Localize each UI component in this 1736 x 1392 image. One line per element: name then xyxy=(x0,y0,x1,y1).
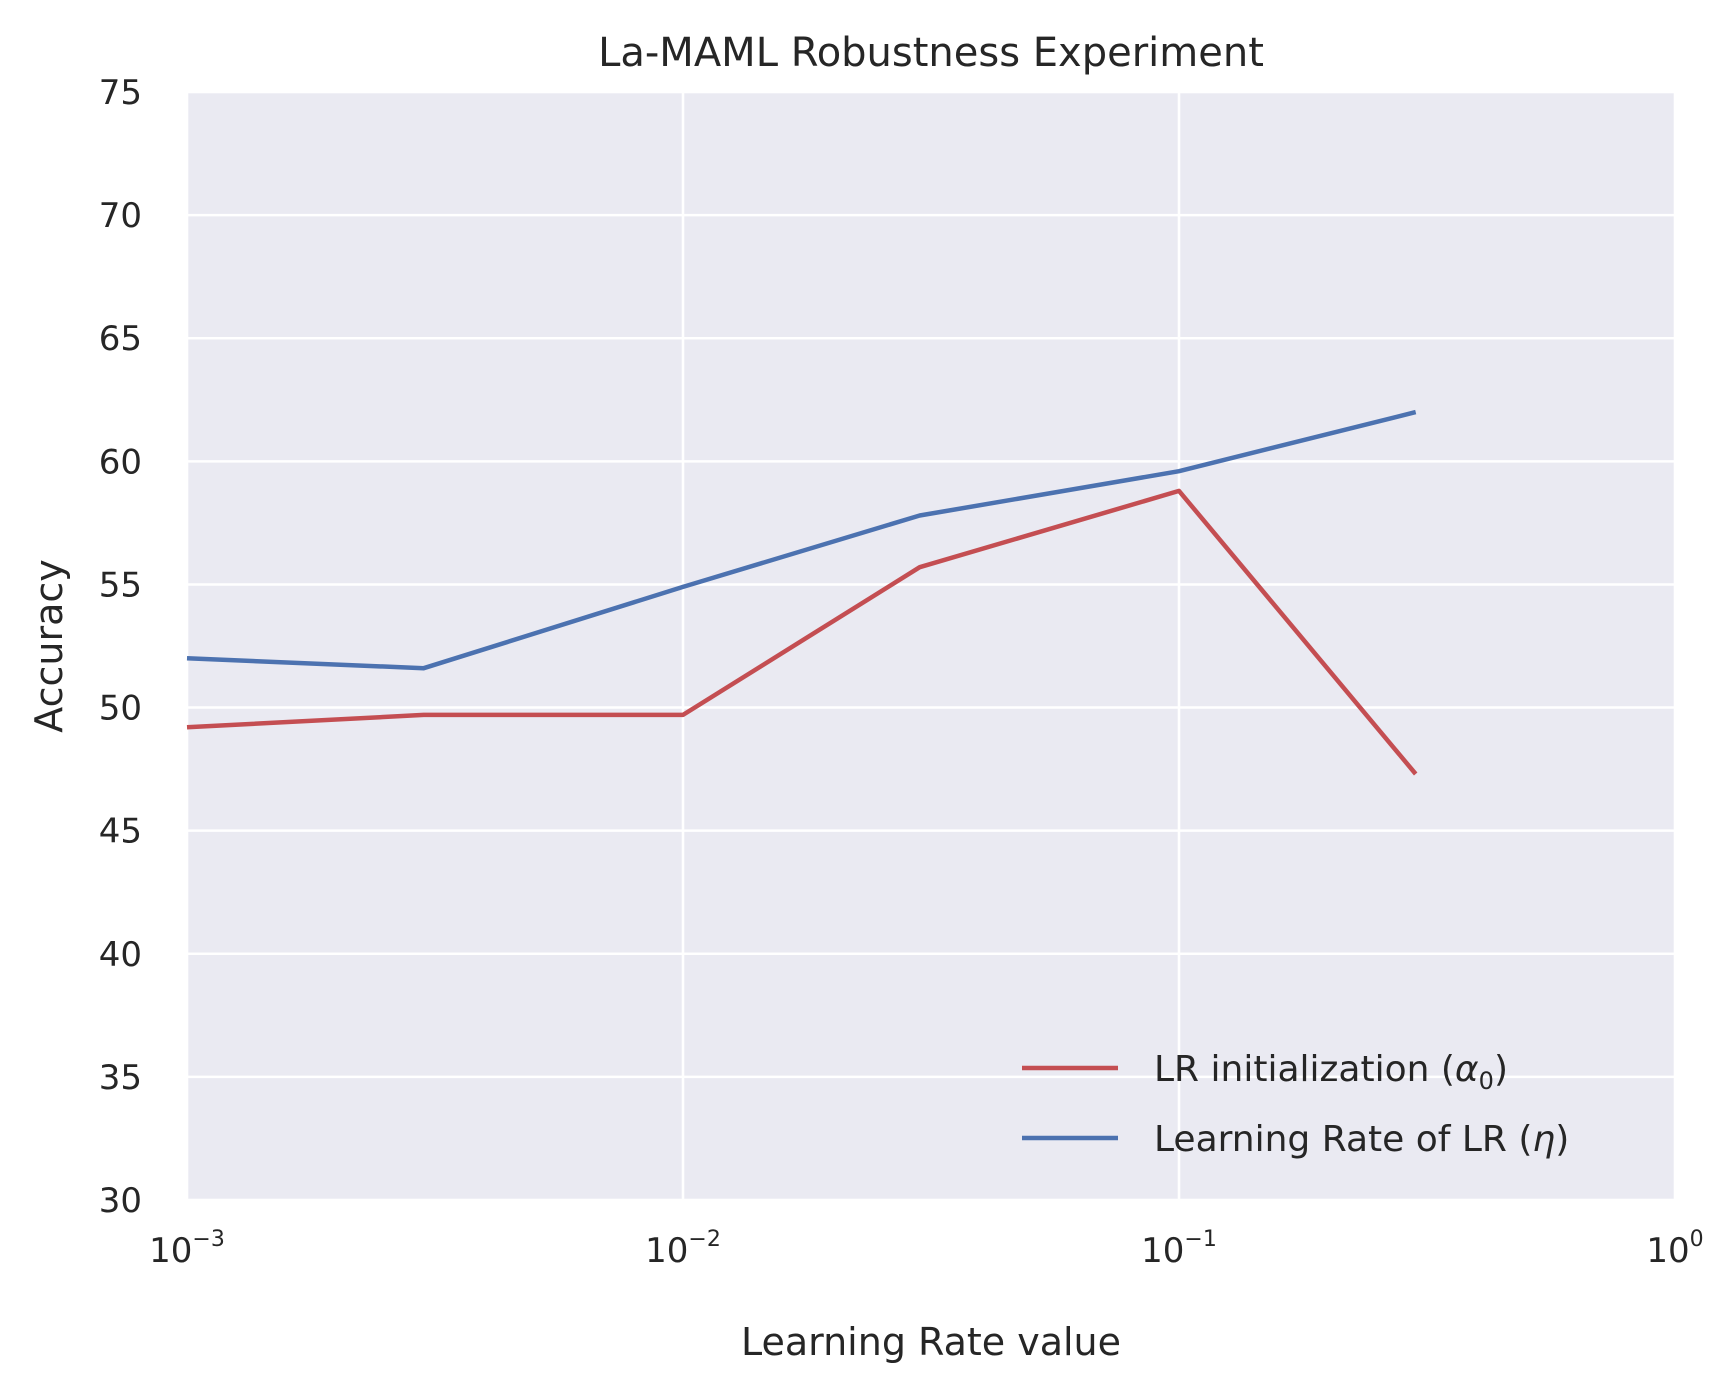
y-axis-label: Accuracy xyxy=(27,559,71,733)
x-tick-label: 10−2 xyxy=(645,1227,721,1271)
y-tick-label: 55 xyxy=(99,565,142,605)
y-tick-label: 30 xyxy=(99,1181,142,1221)
x-tick-label: 10−1 xyxy=(1141,1227,1217,1271)
legend-label: Learning Rate of LR (η) xyxy=(1154,1119,1569,1160)
series-lines xyxy=(186,409,1418,776)
y-tick-label: 60 xyxy=(99,442,142,482)
y-tick-label: 45 xyxy=(99,812,142,852)
y-tick-label: 75 xyxy=(99,73,142,113)
y-tick-labels: 30 35 40 45 50 55 60 65 70 75 xyxy=(99,73,142,1221)
y-tick-label: 65 xyxy=(99,319,142,359)
plot-area xyxy=(187,92,1675,1200)
series-line xyxy=(186,488,1418,776)
legend: LR initialization (α0) Learning Rate of L… xyxy=(1022,1049,1569,1160)
y-tick-label: 50 xyxy=(99,689,142,729)
y-tick-label: 70 xyxy=(99,196,142,236)
y-tick-label: 40 xyxy=(99,935,142,975)
legend-label: LR initialization (α0) xyxy=(1154,1049,1508,1095)
series-line xyxy=(186,409,1417,671)
x-tick-label: 100 xyxy=(1646,1227,1703,1271)
x-tick-labels: 10−3 10−2 10−1 100 xyxy=(149,1227,1703,1271)
x-axis-label: Learning Rate value xyxy=(741,1320,1121,1364)
chart-title: La-MAML Robustness Experiment xyxy=(598,30,1264,76)
grid xyxy=(185,90,1677,1202)
x-tick-label: 10−3 xyxy=(149,1227,225,1271)
y-tick-label: 35 xyxy=(99,1058,142,1098)
